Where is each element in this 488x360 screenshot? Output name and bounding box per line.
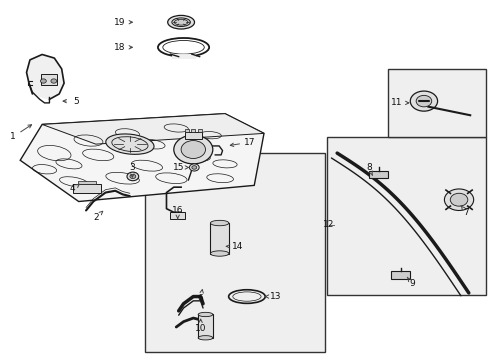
Text: 14: 14: [231, 242, 243, 251]
Text: 3: 3: [129, 163, 135, 172]
Circle shape: [127, 172, 139, 181]
Bar: [390, 271, 409, 279]
Text: 13: 13: [270, 292, 282, 301]
Circle shape: [444, 189, 473, 211]
Ellipse shape: [171, 18, 190, 27]
Text: 6: 6: [197, 294, 203, 303]
Ellipse shape: [210, 251, 228, 256]
Polygon shape: [26, 54, 64, 99]
Text: 17: 17: [243, 138, 255, 147]
Bar: [197, 129, 201, 132]
Bar: [184, 132, 202, 139]
Ellipse shape: [105, 134, 154, 154]
Text: 16: 16: [172, 206, 183, 215]
Bar: [210, 223, 228, 253]
Circle shape: [449, 193, 467, 206]
Text: 15: 15: [173, 163, 184, 172]
Bar: [170, 212, 184, 220]
Polygon shape: [42, 114, 264, 144]
Circle shape: [181, 140, 205, 158]
Circle shape: [409, 91, 437, 111]
Text: 18: 18: [114, 43, 125, 52]
Bar: [327, 137, 485, 295]
Bar: [184, 129, 188, 132]
Circle shape: [189, 164, 199, 171]
Circle shape: [191, 166, 196, 169]
Circle shape: [51, 79, 57, 83]
Bar: [78, 181, 96, 184]
Ellipse shape: [198, 336, 212, 340]
Polygon shape: [20, 114, 264, 202]
Bar: [191, 129, 195, 132]
Circle shape: [415, 95, 431, 107]
Text: 12: 12: [323, 220, 334, 229]
Bar: [368, 171, 387, 178]
Text: 10: 10: [194, 324, 206, 333]
Circle shape: [130, 174, 136, 179]
Bar: [387, 69, 485, 137]
Ellipse shape: [210, 220, 228, 226]
Text: 9: 9: [409, 279, 415, 288]
Text: 4: 4: [70, 184, 76, 193]
Text: 7: 7: [463, 208, 468, 217]
Text: 11: 11: [390, 98, 402, 107]
Ellipse shape: [198, 312, 212, 317]
Circle shape: [41, 79, 46, 83]
Text: 19: 19: [114, 18, 125, 27]
Text: 1: 1: [10, 132, 16, 141]
Ellipse shape: [167, 15, 194, 29]
Bar: [41, 74, 57, 85]
Circle shape: [173, 135, 212, 164]
Text: 8: 8: [365, 163, 371, 172]
Bar: [198, 315, 212, 338]
Bar: [73, 184, 101, 193]
Text: 2: 2: [93, 213, 99, 222]
Text: 5: 5: [73, 96, 79, 105]
Bar: [144, 153, 325, 352]
